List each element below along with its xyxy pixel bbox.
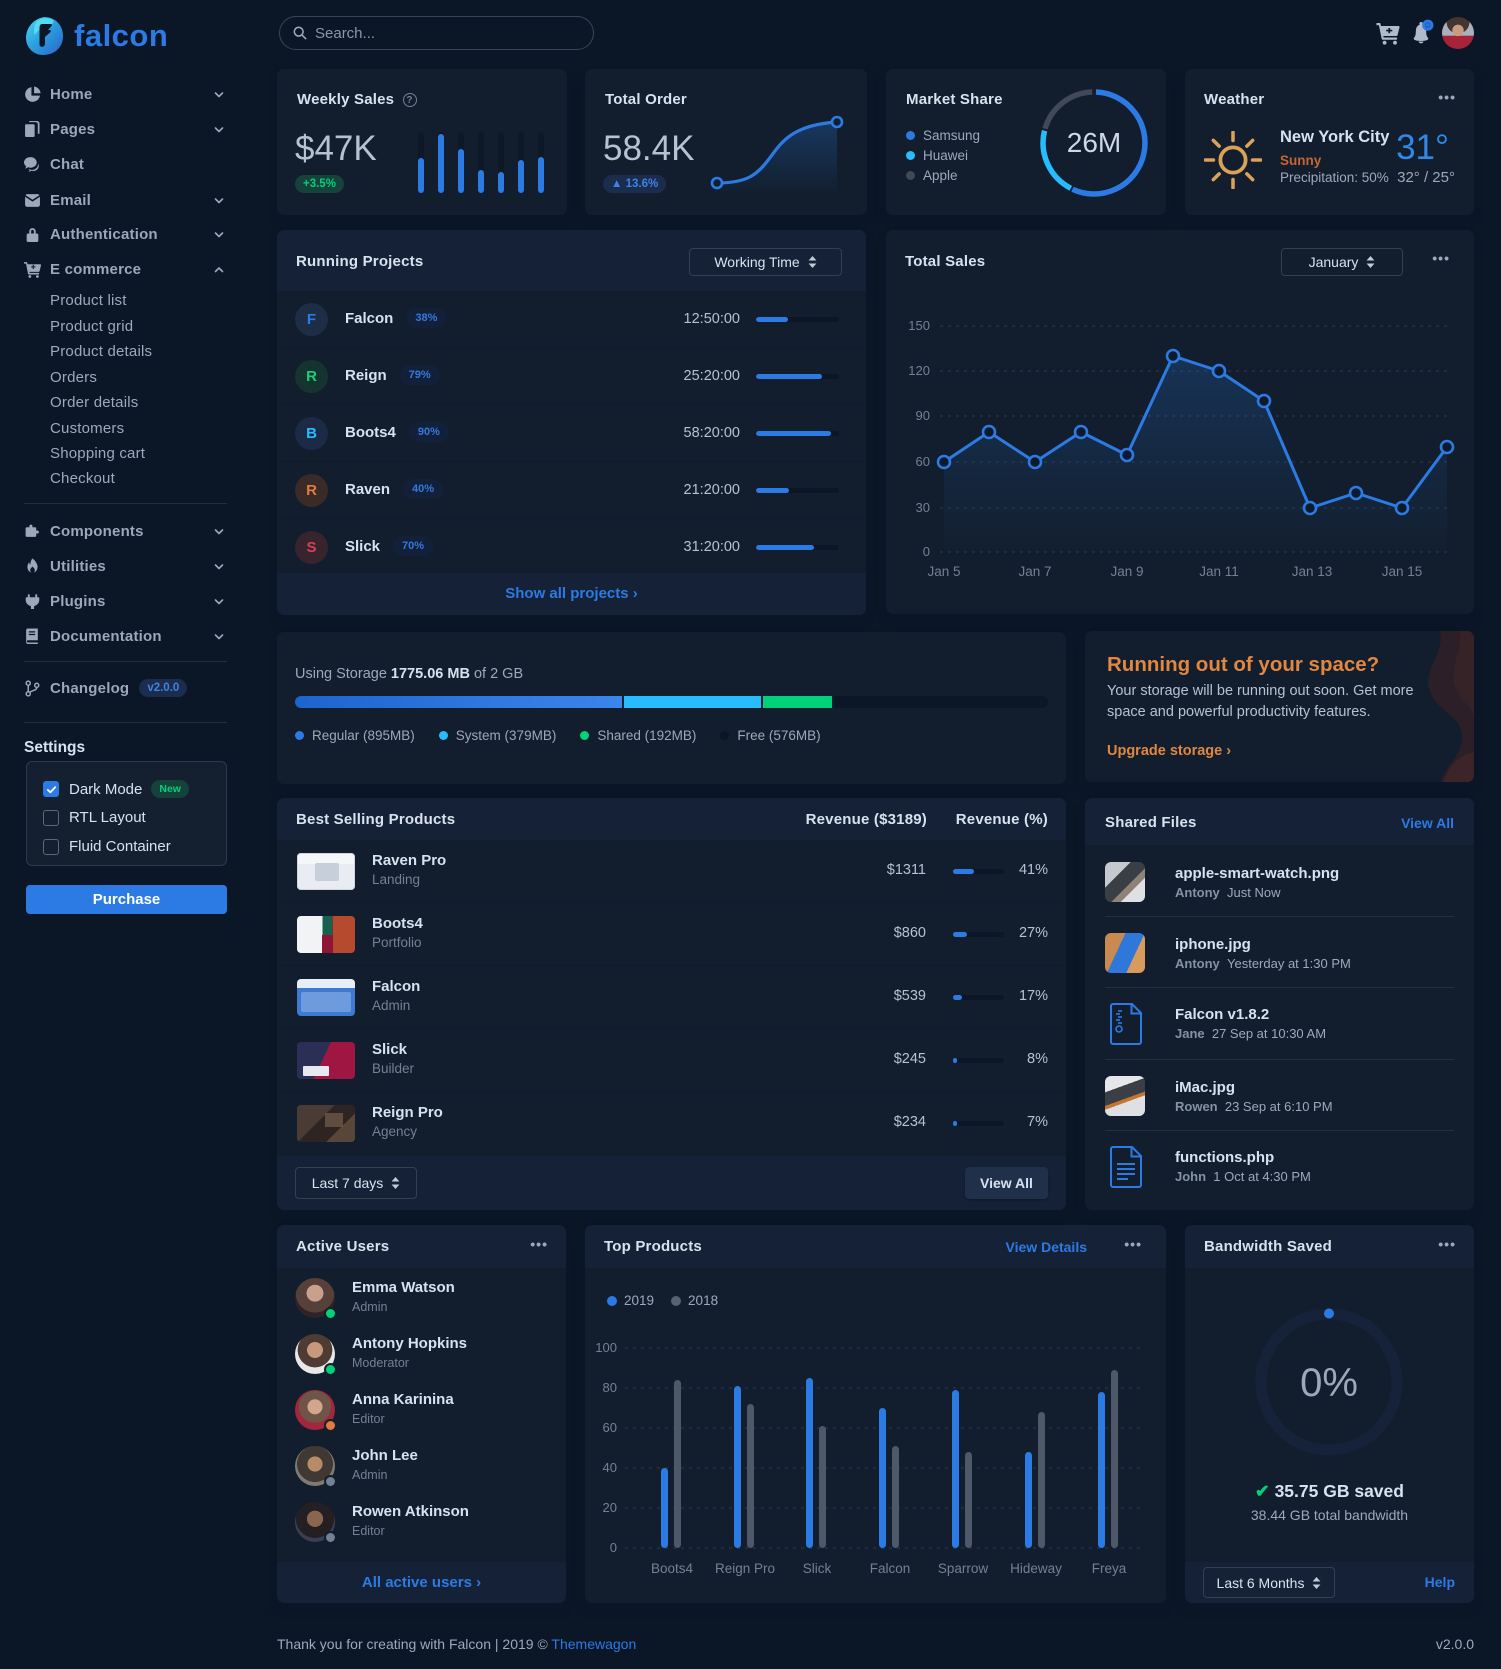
svg-text:90: 90 [916,408,930,423]
svg-text:Jan 15: Jan 15 [1382,564,1423,579]
svg-text:Hideway: Hideway [1010,1561,1062,1576]
svg-text:0: 0 [923,544,930,559]
svg-text:Boots4: Boots4 [651,1561,694,1576]
svg-text:0%: 0% [1300,1361,1358,1405]
svg-text:Jan 11: Jan 11 [1199,564,1239,579]
svg-text:0: 0 [610,1540,617,1555]
svg-text:Jan 9: Jan 9 [1110,564,1143,579]
svg-text:100: 100 [595,1340,617,1355]
svg-text:60: 60 [603,1420,617,1435]
svg-text:40: 40 [603,1460,617,1475]
svg-text:120: 120 [908,363,930,378]
svg-text:Reign Pro: Reign Pro [715,1561,775,1576]
svg-text:26M: 26M [1067,127,1121,158]
svg-text:Jan 5: Jan 5 [927,564,960,579]
svg-text:Slick: Slick [803,1561,832,1576]
svg-text:Jan 7: Jan 7 [1018,564,1051,579]
svg-text:150: 150 [908,318,930,333]
svg-text:Falcon: Falcon [870,1561,911,1576]
svg-text:60: 60 [916,454,930,469]
svg-text:Sparrow: Sparrow [938,1561,989,1576]
svg-text:Jan 13: Jan 13 [1292,564,1333,579]
svg-text:Freya: Freya [1092,1561,1127,1576]
svg-text:30: 30 [916,500,930,515]
svg-text:80: 80 [603,1380,617,1395]
svg-text:20: 20 [603,1500,617,1515]
